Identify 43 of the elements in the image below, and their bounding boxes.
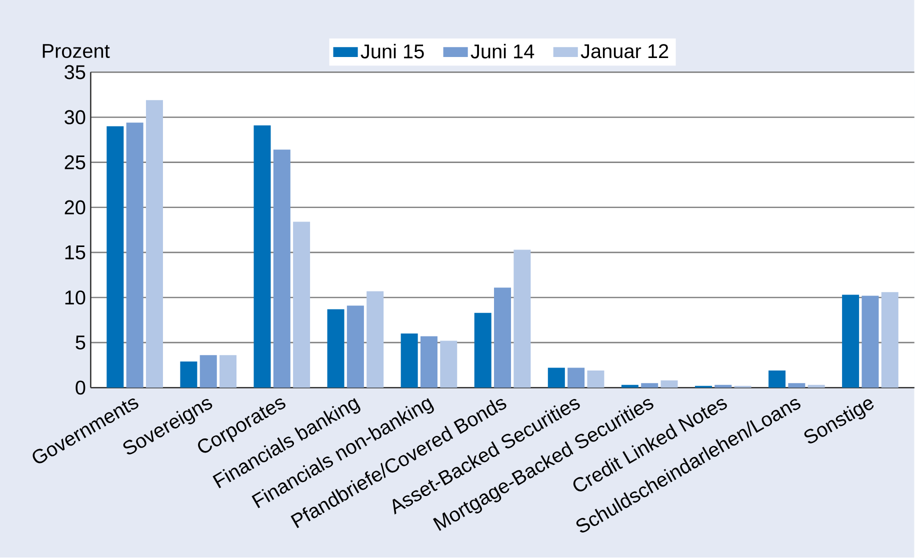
bar [220,355,237,388]
bar [400,334,418,388]
y-tick-label: 10 [65,290,86,305]
y-tick-label: 5 [76,336,86,350]
bar [808,385,825,388]
bar [327,309,344,388]
bar [568,368,585,388]
bar [862,296,879,388]
bar [254,126,271,388]
bar [768,370,786,388]
y-tick-label: 0 [76,380,86,395]
bar [881,292,898,388]
y-axis-title: Prozent [42,44,110,58]
bar [273,150,290,388]
bar [293,222,310,388]
bar [420,336,438,388]
bar [548,368,565,388]
bar [126,122,144,388]
y-tick-label: 35 [64,65,86,80]
bar [346,306,364,388]
bar [200,355,217,388]
bar [514,250,531,388]
legend-label: Januar 12 [580,44,668,58]
y-tick-label: 30 [64,110,86,124]
legend-label: Juni 15 [360,44,424,59]
bar [587,370,604,388]
bar [621,385,638,388]
bar [660,380,678,388]
bar [641,383,658,388]
legend-label: Juni 14 [470,44,534,59]
bar [146,100,163,388]
bar [440,340,458,388]
bar [842,294,860,388]
bar [714,385,732,388]
bar [366,291,384,388]
bar [180,362,198,388]
bar [788,383,806,388]
y-tick-label: 15 [65,246,86,260]
y-tick-label: 20 [64,200,86,215]
y-tick-label: 25 [64,155,86,170]
bar [474,313,492,388]
bar [494,288,512,388]
bar [106,126,124,388]
